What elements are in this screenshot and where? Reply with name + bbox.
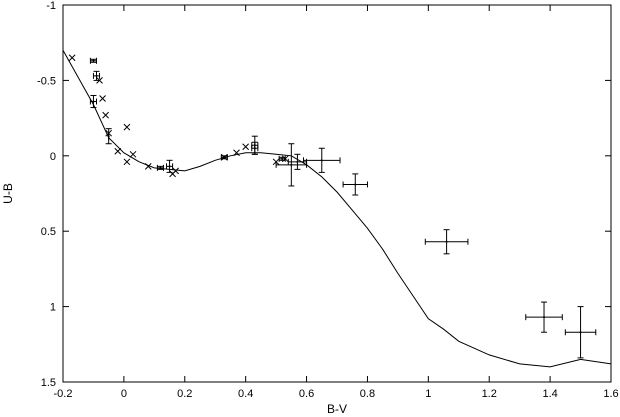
cross-marker	[96, 77, 103, 84]
error-point	[278, 155, 286, 162]
cross-marker	[272, 158, 280, 166]
y-tick-label: -0.5	[37, 75, 56, 87]
data-point	[354, 183, 357, 186]
data-point	[92, 59, 95, 62]
data-point	[290, 163, 293, 166]
data-point	[320, 159, 323, 162]
error-point	[89, 57, 97, 64]
plot-marks	[62, 49, 612, 368]
axis-ticks: -0.2 0 0.2 0.4 0.6 0.8 1 1.2 1.4 1.6 -1 -0.5 0 0.5 1 1.…	[37, 0, 619, 400]
cross-marker	[144, 163, 152, 170]
data-point	[296, 160, 299, 163]
error-point	[342, 173, 368, 196]
cross-marker	[114, 147, 122, 155]
data-point	[223, 156, 226, 159]
error-point	[166, 159, 174, 173]
cross-stroke	[144, 163, 152, 170]
cross-marker	[172, 167, 179, 175]
data-point	[253, 147, 256, 150]
data-point	[92, 100, 95, 103]
cross-stroke	[242, 143, 250, 151]
cross-marker	[123, 158, 131, 166]
x-tick-label: -0.2	[54, 388, 73, 400]
x-tick-label: 0.8	[360, 388, 375, 400]
cross-stroke	[129, 150, 137, 158]
x-tick-label: 1.4	[542, 388, 557, 400]
cross-stroke	[96, 77, 103, 84]
x-tick-label: 0.6	[299, 388, 314, 400]
cross-stroke	[114, 147, 122, 155]
x-tick-label: 1	[425, 388, 431, 400]
data-point	[168, 165, 171, 168]
x-tick-label: 0.4	[238, 388, 253, 400]
error-point	[424, 229, 469, 255]
cross-stroke	[233, 149, 240, 157]
error-point	[89, 94, 97, 109]
plot-frame	[62, 4, 612, 383]
cross-marker	[242, 143, 250, 151]
cross-stroke	[102, 111, 109, 119]
x-tick-label: 1.6	[603, 388, 618, 400]
x-tick-label: 1.2	[482, 388, 497, 400]
cross-marker	[102, 111, 109, 119]
error-point	[105, 128, 112, 145]
data-point	[281, 157, 284, 160]
error-point	[220, 154, 228, 161]
y-tick-label: -1	[46, 0, 56, 12]
error-point	[251, 141, 259, 155]
y-tick-label: 1.5	[41, 377, 56, 389]
data-point	[543, 316, 546, 319]
data-point	[107, 135, 110, 138]
data-point	[159, 166, 162, 169]
y-tick-label: 0	[50, 151, 56, 163]
error-point	[525, 301, 563, 333]
cross-stroke	[123, 123, 131, 131]
error-point	[564, 306, 597, 359]
y-tick-label: 1	[50, 302, 56, 314]
cross-stroke	[172, 167, 179, 175]
x-tick-label: 0	[121, 388, 127, 400]
cross-stroke	[99, 95, 106, 102]
cross-marker	[99, 95, 106, 102]
data-point	[445, 240, 448, 243]
data-point	[579, 331, 582, 334]
cross-stroke	[68, 54, 76, 62]
cross-marker	[129, 150, 137, 158]
model-curve	[62, 49, 612, 368]
error-point	[92, 70, 101, 81]
error-point	[303, 147, 341, 173]
cross-stroke	[123, 158, 131, 166]
cross-stroke	[272, 158, 280, 166]
x-axis-label: B-V	[327, 402, 347, 416]
cross-marker	[123, 123, 131, 131]
y-tick-label: 0.5	[41, 226, 56, 238]
cross-marker	[68, 54, 76, 62]
data-point	[95, 74, 98, 77]
error-point	[156, 164, 164, 171]
y-axis-label: U-B	[1, 183, 15, 204]
cross-marker	[233, 149, 240, 157]
x-tick-label: 0.2	[177, 388, 192, 400]
